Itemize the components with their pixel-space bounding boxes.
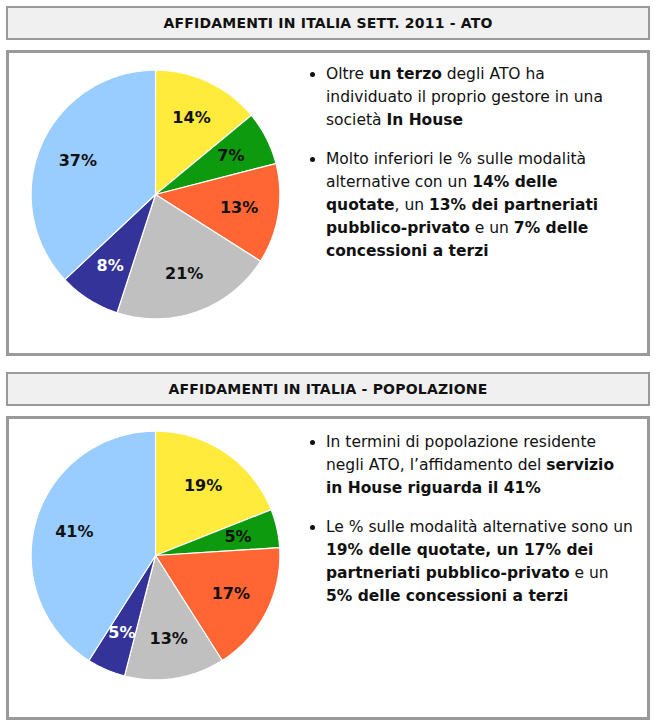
- svg-text:13%: 13%: [150, 629, 188, 648]
- svg-text:8%: 8%: [97, 256, 124, 275]
- svg-text:17%: 17%: [212, 584, 250, 603]
- svg-text:37%: 37%: [59, 151, 97, 170]
- svg-text:19%: 19%: [184, 476, 222, 495]
- html-text:AFFIDAMENTI IN ITALIA SETT. 20: AFFIDAMENTI IN ITALIA SETT. 2011 - ATO: [163, 15, 493, 31]
- svg-text:5%: 5%: [224, 527, 251, 546]
- svg-text:5%: 5%: [108, 623, 135, 642]
- svg-text:14%: 14%: [172, 108, 210, 127]
- svg-text:13%: 13%: [220, 198, 258, 217]
- html-text:In termini di popolazione resi: In termini di popolazione residente negl…: [326, 433, 615, 497]
- html-text:AFFIDAMENTI IN ITALIA - POPOLA: AFFIDAMENTI IN ITALIA - POPOLAZIONE: [168, 381, 488, 397]
- svg-text:21%: 21%: [165, 264, 203, 283]
- svg-text:7%: 7%: [217, 146, 244, 165]
- html-text:Molto inferiori le % sulle mod: Molto inferiori le % sulle modalità alte…: [326, 150, 599, 260]
- html-text:Le % sulle modalità alternativ: Le % sulle modalità alternative sono un: [326, 518, 633, 536]
- html-text:5% delle concessioni a terzi: 5% delle concessioni a terzi: [326, 587, 569, 605]
- html-text:19% delle quotate, un 17% dei: 19% delle quotate, un 17% dei partneriat…: [326, 541, 609, 582]
- html-text:Oltre un terzo degli ATO ha in: Oltre un terzo degli ATO ha individuato …: [326, 65, 603, 129]
- svg-text:41%: 41%: [55, 522, 93, 541]
